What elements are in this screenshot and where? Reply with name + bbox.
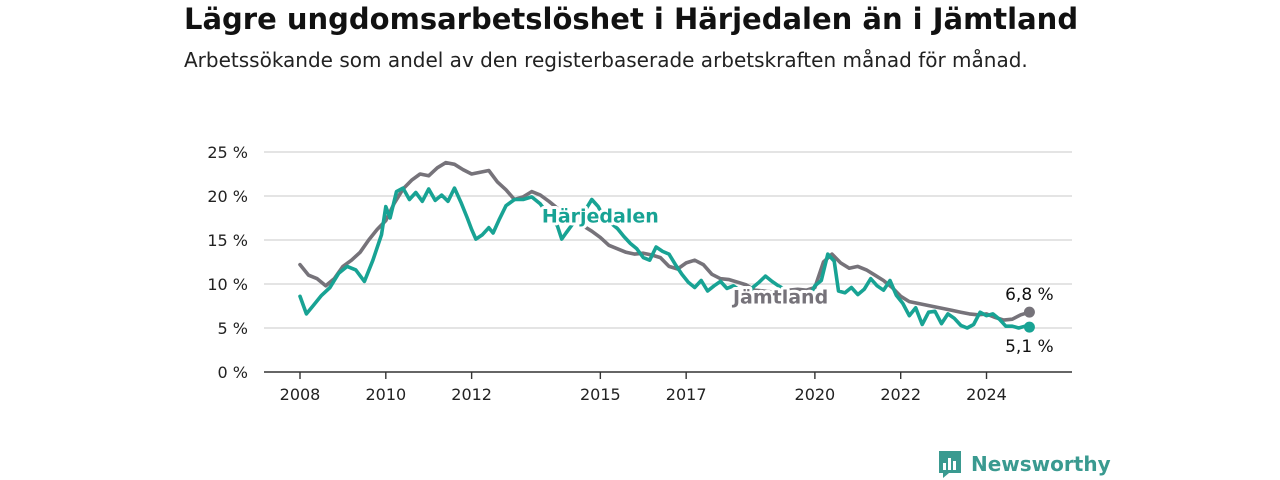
line-chart: 0 %5 %10 %15 %20 %25 % 2008 2010 2012 2015 2… bbox=[207, 143, 1072, 404]
series-lines bbox=[298, 160, 1035, 333]
end-value-label: 5,1 % bbox=[1005, 337, 1054, 357]
x-axis: 2008 2010 2012 2015 2017 2020 2022 2024 bbox=[264, 371, 1072, 404]
series-line-jamtland bbox=[298, 160, 1032, 322]
x-tick-label: 2024 bbox=[966, 385, 1007, 404]
bar-chart-icon bbox=[939, 451, 961, 478]
end-point bbox=[1023, 306, 1035, 318]
x-tick-label: 2008 bbox=[280, 385, 321, 404]
y-tick-label: 0 % bbox=[218, 363, 248, 382]
y-tick-label: 10 % bbox=[207, 275, 248, 294]
gridlines bbox=[264, 151, 1072, 329]
y-tick-label: 25 % bbox=[207, 143, 248, 162]
series-name-halo: Härjedalen bbox=[542, 205, 659, 227]
newsworthy-logo: Newsworthy bbox=[937, 449, 1111, 479]
x-tick-label: 2022 bbox=[880, 385, 921, 404]
chart-title: Lägre ungdomsarbetslöshet i Härjedalen ä… bbox=[184, 2, 1079, 36]
x-tick-label: 2010 bbox=[365, 385, 406, 404]
chart-subtitle: Arbetssökande som andel av den registerb… bbox=[184, 48, 1028, 72]
end-point bbox=[1023, 321, 1035, 333]
y-axis-ticks: 0 % 5 % 10 % 15 % 20 % 25 % bbox=[207, 143, 248, 382]
series-name-label: Härjedalen bbox=[542, 205, 659, 227]
y-tick-label: 5 % bbox=[218, 319, 248, 338]
y-tick-label: 15 % bbox=[207, 231, 248, 250]
series-line-harjedalen bbox=[298, 186, 1032, 330]
x-tick-label: 2017 bbox=[666, 385, 707, 404]
series-name-label: Jämtland bbox=[731, 286, 828, 308]
series-name-halo: Jämtland bbox=[731, 286, 828, 308]
x-tick-label: 2012 bbox=[451, 385, 492, 404]
brand-name: Newsworthy bbox=[971, 452, 1111, 476]
x-tick-label: 2020 bbox=[795, 385, 836, 404]
end-value-label: 6,8 % bbox=[1005, 285, 1054, 305]
y-tick-label: 20 % bbox=[207, 187, 248, 206]
x-tick-label: 2015 bbox=[580, 385, 621, 404]
series-labels: 6,8 %5,1 %HärjedalenHärjedalenJämtlandJä… bbox=[539, 202, 1054, 357]
